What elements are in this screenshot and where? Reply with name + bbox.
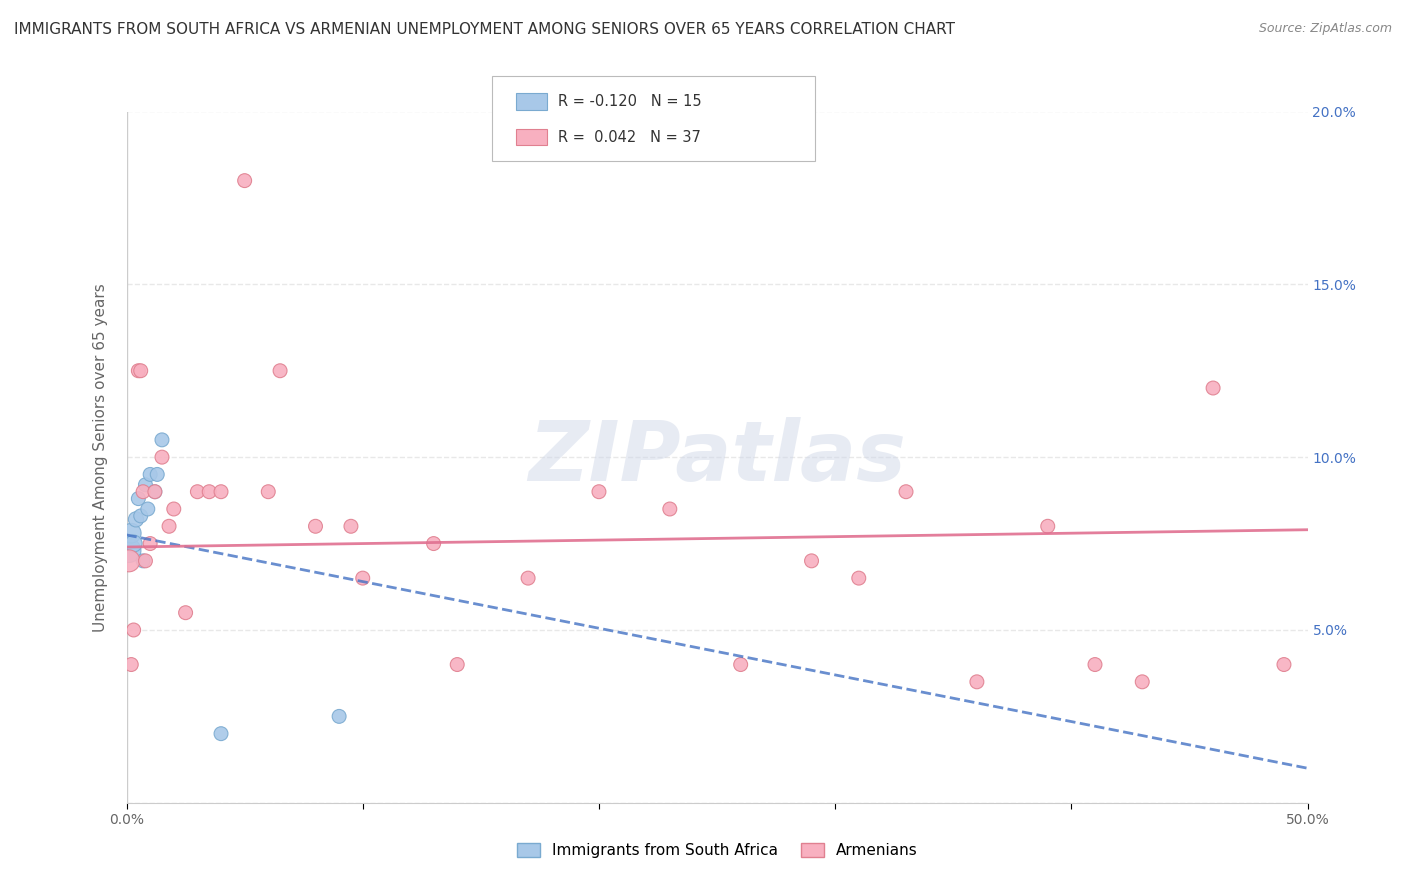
Point <box>340 519 363 533</box>
Legend: Immigrants from South Africa, Armenians: Immigrants from South Africa, Armenians <box>510 837 924 864</box>
Point <box>132 554 155 568</box>
Point <box>328 709 350 723</box>
Text: R = -0.120   N = 15: R = -0.120 N = 15 <box>558 94 702 109</box>
Point <box>163 502 186 516</box>
Point <box>129 508 152 523</box>
Point <box>118 543 141 558</box>
Point <box>118 554 141 568</box>
Point <box>122 623 145 637</box>
Point <box>848 571 870 585</box>
Point <box>120 526 142 541</box>
Point <box>139 536 162 550</box>
Text: IMMIGRANTS FROM SOUTH AFRICA VS ARMENIAN UNEMPLOYMENT AMONG SENIORS OVER 65 YEAR: IMMIGRANTS FROM SOUTH AFRICA VS ARMENIAN… <box>14 22 955 37</box>
Point <box>209 726 232 740</box>
Point <box>209 484 232 499</box>
Point <box>150 433 173 447</box>
Point <box>143 484 166 499</box>
Point <box>446 657 468 672</box>
Point <box>122 536 145 550</box>
Point <box>304 519 326 533</box>
Point <box>422 536 444 550</box>
Point <box>800 554 823 568</box>
Point <box>257 484 280 499</box>
Point <box>588 484 610 499</box>
Point <box>150 450 173 464</box>
Point <box>352 571 374 585</box>
Point <box>139 467 162 482</box>
Text: ZIPatlas: ZIPatlas <box>529 417 905 498</box>
Point <box>233 173 256 188</box>
Point <box>143 484 166 499</box>
Point <box>127 364 149 378</box>
Point <box>198 484 221 499</box>
Text: R =  0.042   N = 37: R = 0.042 N = 37 <box>558 129 702 145</box>
Point <box>136 502 159 516</box>
Point <box>730 657 752 672</box>
Y-axis label: Unemployment Among Seniors over 65 years: Unemployment Among Seniors over 65 years <box>93 283 108 632</box>
Point <box>269 364 291 378</box>
Point <box>894 484 917 499</box>
Point <box>1084 657 1107 672</box>
Point <box>127 491 149 506</box>
Point <box>1130 674 1153 689</box>
Point <box>966 674 988 689</box>
Point <box>134 554 156 568</box>
Point <box>186 484 208 499</box>
Point <box>129 364 152 378</box>
Point <box>146 467 169 482</box>
Point <box>120 657 142 672</box>
Point <box>1202 381 1225 395</box>
Point <box>174 606 197 620</box>
Point <box>134 478 156 492</box>
Point <box>517 571 540 585</box>
Point <box>157 519 180 533</box>
Point <box>125 512 148 526</box>
Point <box>1036 519 1059 533</box>
Point <box>658 502 681 516</box>
Text: Source: ZipAtlas.com: Source: ZipAtlas.com <box>1258 22 1392 36</box>
Point <box>1272 657 1295 672</box>
Point <box>132 484 155 499</box>
